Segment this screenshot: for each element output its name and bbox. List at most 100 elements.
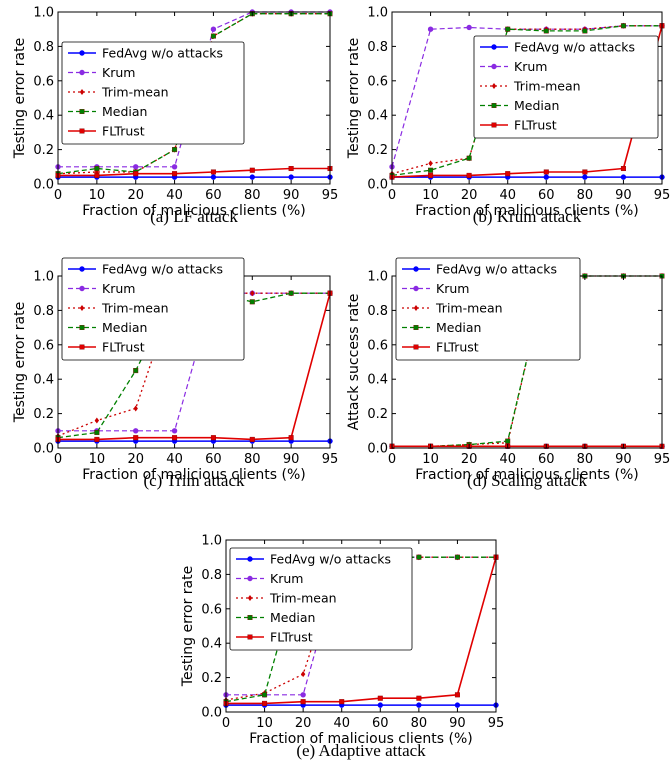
legend-label: FedAvg w/o attacks: [436, 262, 557, 277]
legend-marker: [413, 305, 419, 311]
x-tick-label: 10: [422, 188, 439, 203]
x-tick-label: 20: [127, 452, 144, 467]
legend-label: Median: [436, 320, 481, 335]
legend-label: Trim-mean: [435, 301, 503, 316]
data-point: [466, 24, 472, 31]
plot-frame: [225, 539, 497, 713]
y-axis-label: Testing error rate: [12, 38, 28, 159]
data-point: [249, 174, 255, 180]
y-tick-label: 0.8: [367, 304, 388, 319]
data-point: [288, 174, 294, 180]
y-tick-label: 0.2: [33, 143, 54, 158]
data-point: [133, 164, 139, 170]
series-line: [57, 13, 330, 175]
panel-caption: (e) Adaptive attack: [296, 741, 426, 760]
legend-label: FLTrust: [102, 340, 145, 355]
x-tick-label: 40: [499, 188, 516, 203]
x-tick-label: 80: [244, 188, 261, 203]
y-tick-label: 0.2: [201, 671, 222, 686]
legend-marker: [491, 63, 497, 70]
legend-label: FedAvg w/o attacks: [102, 262, 223, 277]
legend: FedAvg w/o attacks Krum Trim-mean Median FLT…: [395, 257, 581, 361]
data-point: [249, 299, 255, 305]
data-point: [339, 699, 345, 705]
data-point: [428, 160, 433, 167]
panel-caption: (b) Krum attack: [473, 207, 582, 226]
legend-marker: [247, 615, 253, 621]
legend-label: Krum: [270, 571, 303, 586]
data-point: [262, 700, 268, 706]
legend: FedAvg w/o attacks Krum Trim-mean Median FLT…: [473, 35, 659, 139]
legend-box: [229, 547, 413, 651]
data-point: [428, 172, 434, 178]
legend-marker: [79, 108, 85, 114]
data-point: [133, 435, 139, 441]
plot-frame: [391, 11, 663, 185]
x-tick-label: 0: [54, 452, 62, 467]
y-tick-label: 0.2: [367, 407, 388, 422]
y-tick-label: 0.2: [367, 143, 388, 158]
data-point: [288, 435, 294, 441]
legend-box: [61, 257, 245, 361]
data-point: [94, 436, 100, 442]
x-tick-label: 40: [499, 452, 516, 467]
legend-marker: [247, 575, 253, 582]
x-tick-label: 90: [449, 716, 466, 731]
legend-marker: [491, 44, 497, 50]
data-point: [94, 166, 100, 172]
panel-caption: (c) Trim attack: [143, 471, 245, 490]
x-tick-label: 80: [244, 452, 261, 467]
x-axis-label: Fraction of malicious clients (%): [415, 467, 638, 483]
y-tick-label: 0.8: [201, 568, 222, 583]
legend-label: Trim-mean: [101, 301, 169, 316]
x-tick-label: 90: [615, 188, 632, 203]
y-tick-label: 0.4: [33, 373, 54, 388]
series-line: [58, 167, 330, 177]
y-tick-label: 0.6: [33, 338, 54, 353]
legend-label: Krum: [102, 65, 135, 80]
data-point: [249, 436, 255, 442]
panel-caption: (a) LF attack: [150, 207, 238, 226]
y-tick-label: 1.0: [367, 6, 388, 21]
y-tick-label: 0.6: [201, 602, 222, 617]
series-line: [57, 13, 330, 175]
legend: FedAvg w/o attacks Krum Trim-mean Median FLT…: [61, 257, 245, 361]
x-tick-label: 90: [283, 188, 300, 203]
x-tick-label: 10: [89, 188, 106, 203]
legend-label: Trim-mean: [269, 591, 337, 606]
data-point: [428, 167, 434, 173]
data-point: [94, 172, 100, 178]
y-tick-label: 0.4: [367, 373, 388, 388]
y-tick-label: 1.0: [33, 6, 54, 21]
data-point: [249, 167, 255, 173]
x-tick-label: 10: [256, 716, 273, 731]
y-tick-label: 1.0: [201, 534, 222, 549]
x-tick-label: 10: [89, 452, 106, 467]
data-point: [171, 164, 178, 170]
y-tick-label: 0.6: [33, 74, 54, 89]
legend: FedAvg w/o attacks Krum Trim-mean Median FLT…: [229, 547, 413, 651]
x-axis-label: Fraction of malicious clients (%): [82, 203, 305, 219]
data-point: [416, 554, 422, 560]
y-axis-label: Testing error rate: [180, 566, 196, 687]
data-point: [466, 155, 472, 161]
x-tick-label: 20: [461, 188, 478, 203]
panel-caption: (d) Scaling attack: [467, 471, 587, 490]
y-tick-label: 0.4: [201, 637, 222, 652]
x-tick-label: 90: [615, 452, 632, 467]
legend-label: Trim-mean: [513, 79, 581, 94]
y-tick-label: 1.0: [367, 270, 388, 285]
legend-marker: [79, 89, 85, 95]
data-point: [133, 405, 138, 412]
legend-marker: [413, 266, 419, 272]
y-tick-label: 0.8: [367, 40, 388, 55]
x-tick-label: 80: [577, 188, 594, 203]
x-tick-label: 0: [54, 188, 62, 203]
y-tick-label: 0.8: [33, 304, 54, 319]
data-point: [133, 368, 139, 374]
legend-label: Krum: [102, 281, 135, 296]
data-point: [171, 428, 178, 434]
x-tick-label: 40: [333, 716, 350, 731]
series-line: [58, 292, 330, 432]
